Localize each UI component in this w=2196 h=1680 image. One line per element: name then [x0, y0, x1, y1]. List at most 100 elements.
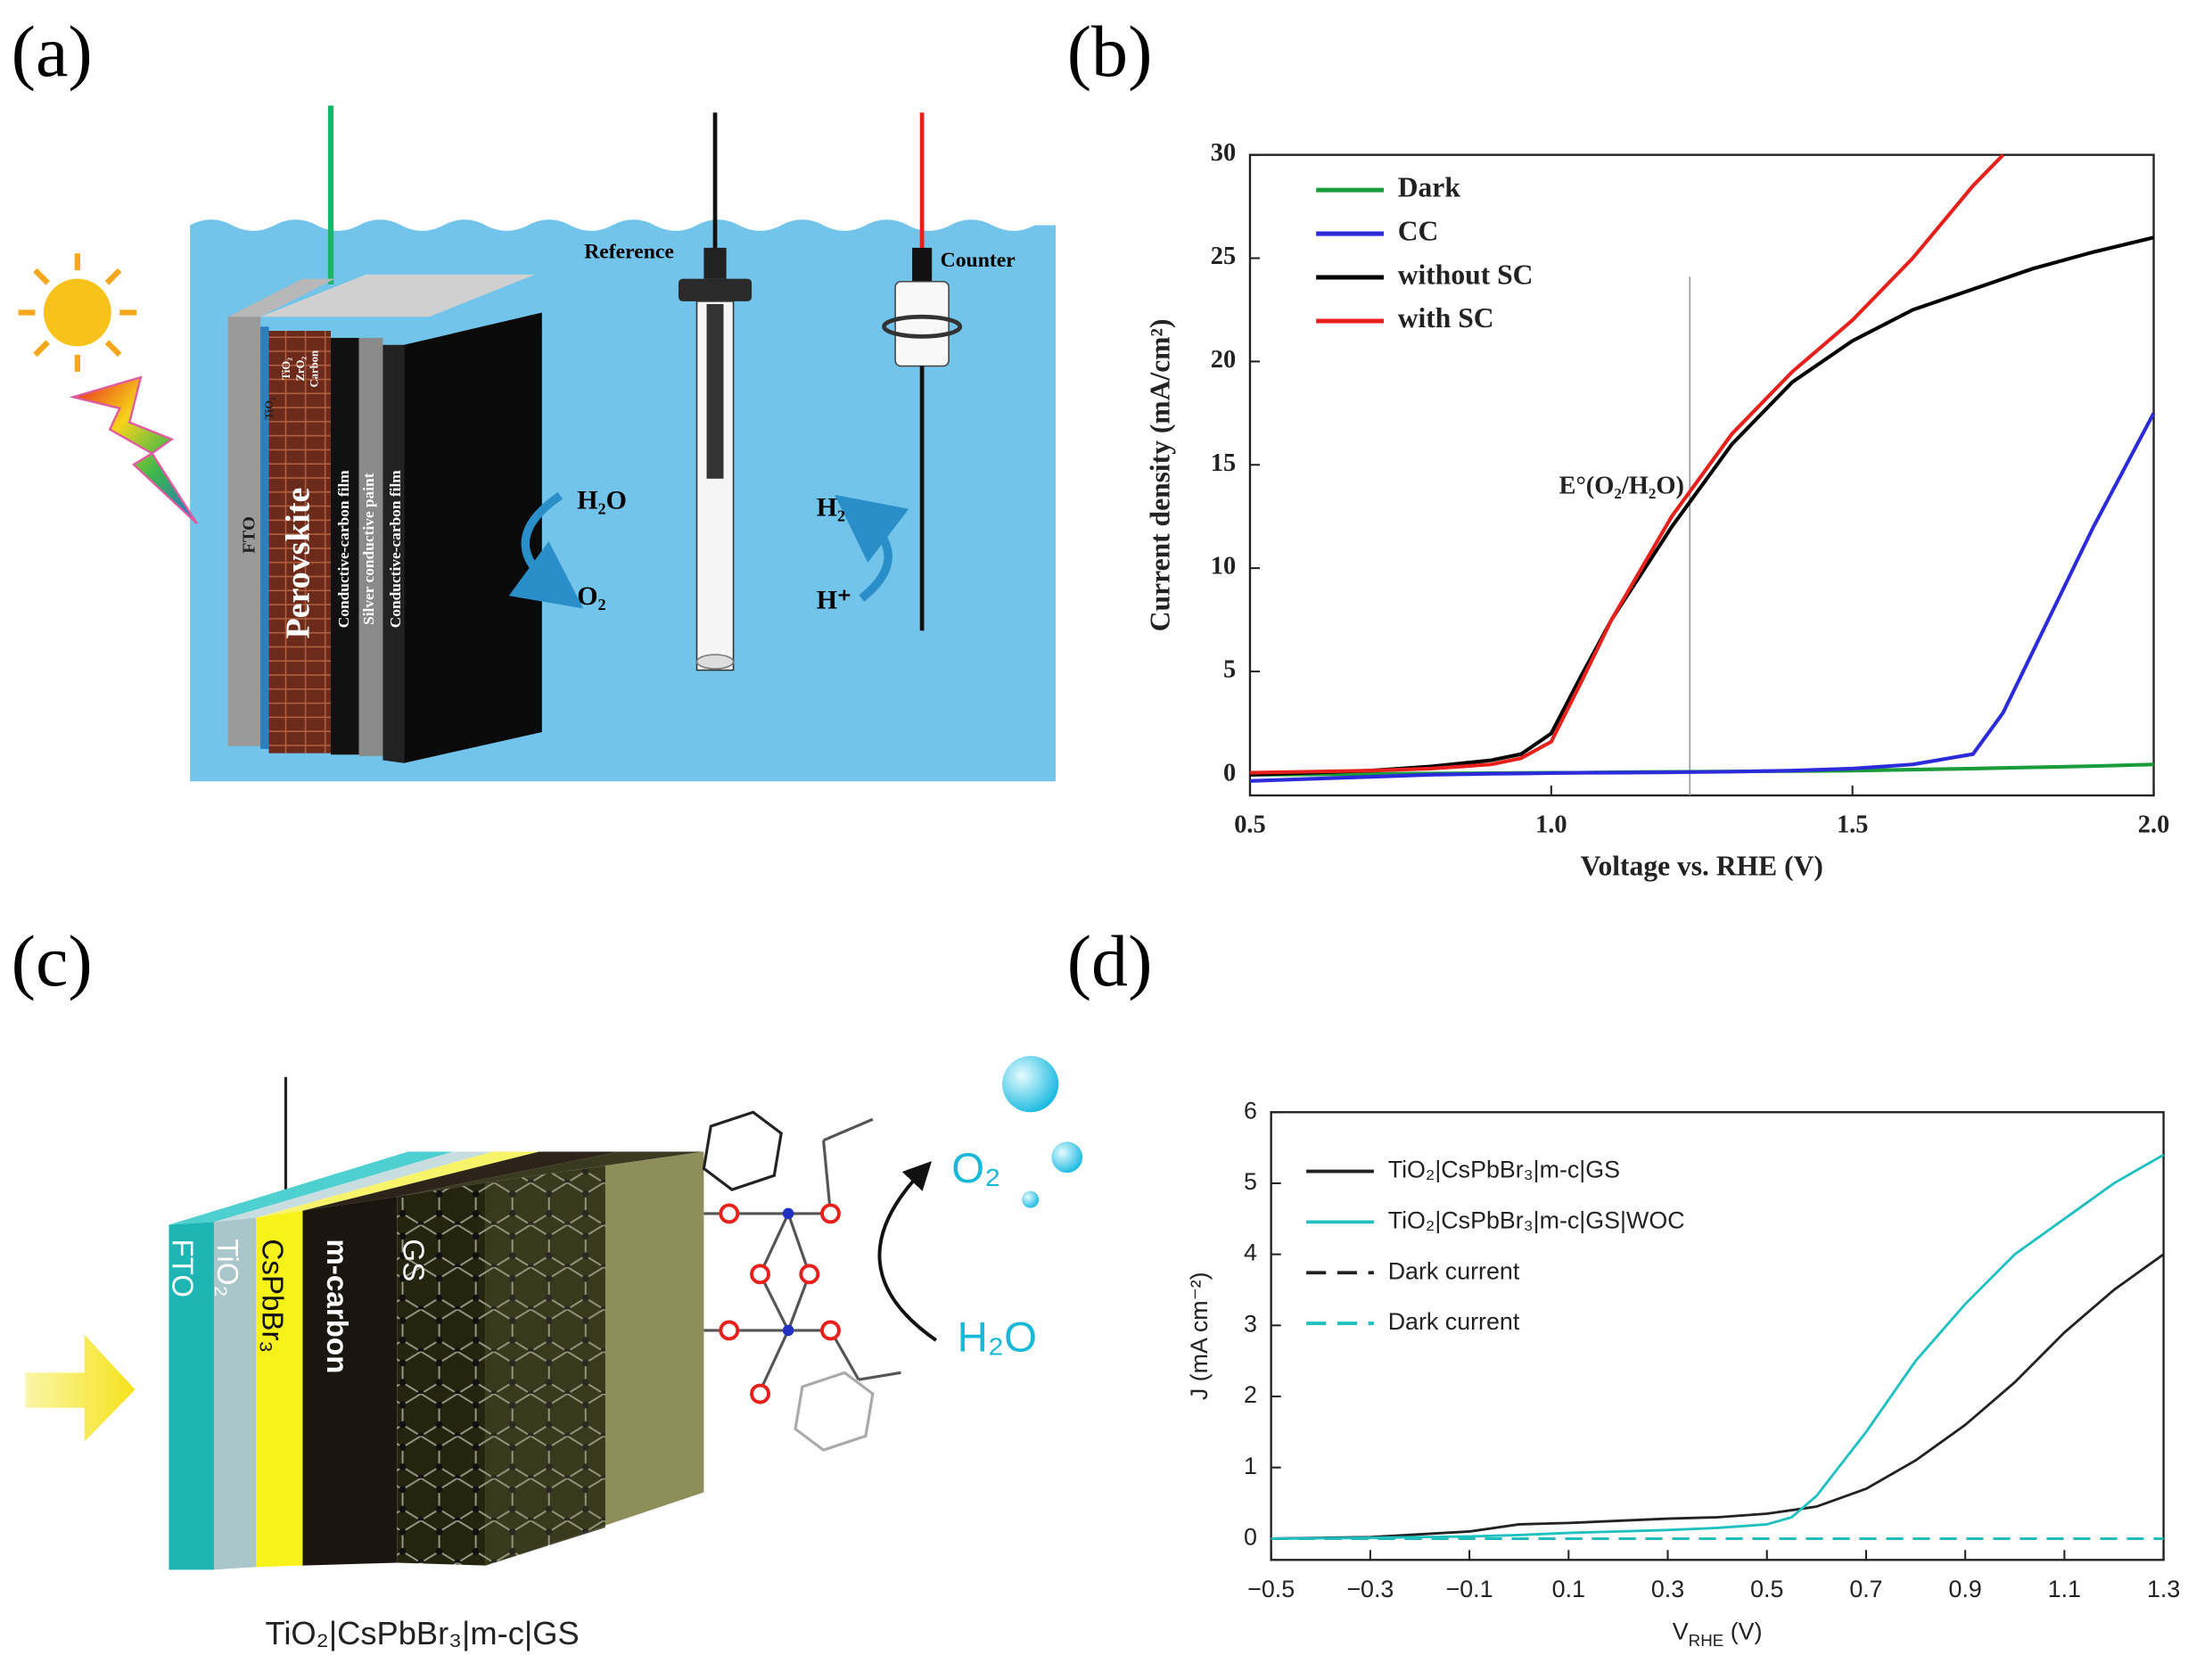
- fto-top: [227, 278, 335, 317]
- annotation: E°(O₂/H₂O): [1559, 473, 1684, 500]
- carbon-face: [404, 312, 542, 763]
- data-line: [1249, 153, 2005, 775]
- panel-label: (c): [12, 920, 93, 1001]
- electrode-cap: [703, 247, 727, 279]
- label: H₂: [817, 492, 845, 522]
- x-tick-label: −0.3: [1346, 1576, 1394, 1602]
- y-axis-label: Current density (mA/cm²): [1144, 318, 1175, 631]
- label: H₂O: [958, 1314, 1037, 1362]
- label: H₂O: [577, 486, 627, 515]
- shape: [750, 1383, 770, 1404]
- label: Reference: [584, 241, 674, 264]
- shape: TiO₂: [210, 1239, 243, 1297]
- oxygen-atoms: [719, 1203, 841, 1404]
- shape: [750, 1264, 770, 1285]
- cspbbr3-top: [256, 1151, 539, 1218]
- data-line: [1249, 412, 2156, 783]
- tio2-top: [213, 1151, 493, 1223]
- label: Counter: [941, 249, 1016, 272]
- shape: [719, 1320, 740, 1341]
- shape: TiO₂: [263, 397, 276, 420]
- light-arrow: [25, 1334, 136, 1442]
- sun: [43, 278, 111, 347]
- label: O₂: [951, 1145, 1000, 1192]
- electrode-core: [706, 304, 724, 479]
- shape: [104, 268, 122, 285]
- fto-layer: [169, 1222, 214, 1570]
- molecule: [702, 1110, 901, 1452]
- legend-label: TiO₂|CsPbBr₃|m-c|GS: [1388, 1157, 1620, 1183]
- shape: [33, 340, 50, 358]
- y-tick-label: 15: [1211, 449, 1236, 477]
- fto-top: [169, 1151, 454, 1225]
- carbon-side: [382, 344, 405, 763]
- shape: [33, 268, 50, 285]
- panel-label: (a): [12, 11, 93, 92]
- layer-labels: FTO TiO₂ CsPbBr₃ m-carbon GS: [165, 1239, 429, 1373]
- silver-layer: [358, 337, 383, 756]
- x-tick-label: 0.5: [1750, 1576, 1783, 1602]
- x-axis-label-sub: RHE: [1689, 1631, 1724, 1650]
- oxidation-arrow: [508, 491, 584, 609]
- x-axis-label: Voltage vs. RHE (V): [1581, 850, 1823, 881]
- legend-label: Dark current: [1388, 1308, 1520, 1335]
- light-bolt: [69, 375, 199, 525]
- x-tick-label: 1.3: [2147, 1576, 2180, 1602]
- chart: 0.5 1.0 1.5 2.0 0 5 10 15 20 25 30 Voltage vs. RHE …: [1144, 139, 2169, 881]
- legend-label: Dark current: [1388, 1257, 1520, 1284]
- legend-label: without SC: [1398, 259, 1534, 290]
- panel-label: (d): [1067, 920, 1153, 1001]
- x-tick-label: 0.1: [1552, 1576, 1585, 1602]
- reaction-arrow: [877, 1161, 938, 1342]
- bubble: [1022, 1190, 1040, 1208]
- y-tick-label: 2: [1244, 1381, 1257, 1408]
- diagram-c: FTO TiO₂ CsPbBr₃ m-carbon GS O₂ H₂O TiO₂…: [25, 1056, 1083, 1651]
- metal-atom: [782, 1324, 794, 1337]
- counter-electrode: [894, 280, 950, 367]
- legend-label: Dark: [1398, 171, 1461, 202]
- chart: −0.5 −0.3 −0.1 0.1 0.3 0.5 0.7 0.9 1.1 1.3 0 1 2 3 4 5 6…: [1186, 1097, 2180, 1649]
- top-slab: [260, 274, 535, 317]
- x-tick-label: 0.9: [1949, 1576, 1982, 1602]
- data-line: [1271, 1253, 2165, 1540]
- panel-label: (b): [1067, 11, 1153, 92]
- layer-labels: FTO TiO₂ Perovskite TiO₂ ZrO₂ Carbon Con…: [240, 350, 404, 638]
- y-tick-label: 0: [1244, 1523, 1257, 1550]
- shape: Conductive-carbon film: [387, 470, 404, 628]
- data-line: [1271, 1153, 2165, 1540]
- electrode-cap: [912, 247, 933, 282]
- x-axis-label: VRHE (V): [1673, 1618, 1763, 1650]
- label: H⁺: [817, 586, 851, 615]
- cspbbr3-layer: [256, 1210, 303, 1568]
- shape: Silver conductive paint: [360, 473, 377, 625]
- x-tick-label: 1.0: [1535, 811, 1567, 838]
- perovskite-layer: [268, 331, 332, 754]
- electrode-cap: [678, 278, 753, 301]
- fto-layer: [227, 317, 261, 746]
- x-axis-label-part: (V): [1723, 1618, 1762, 1645]
- y-tick-label: 30: [1211, 139, 1236, 167]
- shape: [702, 1110, 783, 1191]
- y-tick-label: 1: [1244, 1453, 1257, 1479]
- electrode-tip: [695, 654, 735, 670]
- y-tick-label: 20: [1211, 346, 1236, 374]
- shape: Conductive-carbon film: [335, 470, 352, 628]
- shape: [822, 1117, 874, 1142]
- shape: ZrO₂: [294, 357, 307, 382]
- bubble: [1002, 1056, 1059, 1113]
- gs-layer: [397, 1182, 486, 1566]
- shape: [786, 1213, 811, 1275]
- shape: [104, 340, 122, 358]
- y-tick-label: 6: [1244, 1097, 1257, 1124]
- bubble: [1051, 1141, 1083, 1174]
- shape: FTO: [165, 1239, 198, 1297]
- shape: [759, 1273, 790, 1331]
- legend-label: with SC: [1398, 302, 1494, 334]
- shape: CsPbBr₃: [255, 1239, 288, 1353]
- y-tick-label: 5: [1244, 1168, 1257, 1195]
- shape: TiO₂: [280, 358, 292, 381]
- carbon-layer: [331, 337, 359, 755]
- shape: [820, 1203, 841, 1224]
